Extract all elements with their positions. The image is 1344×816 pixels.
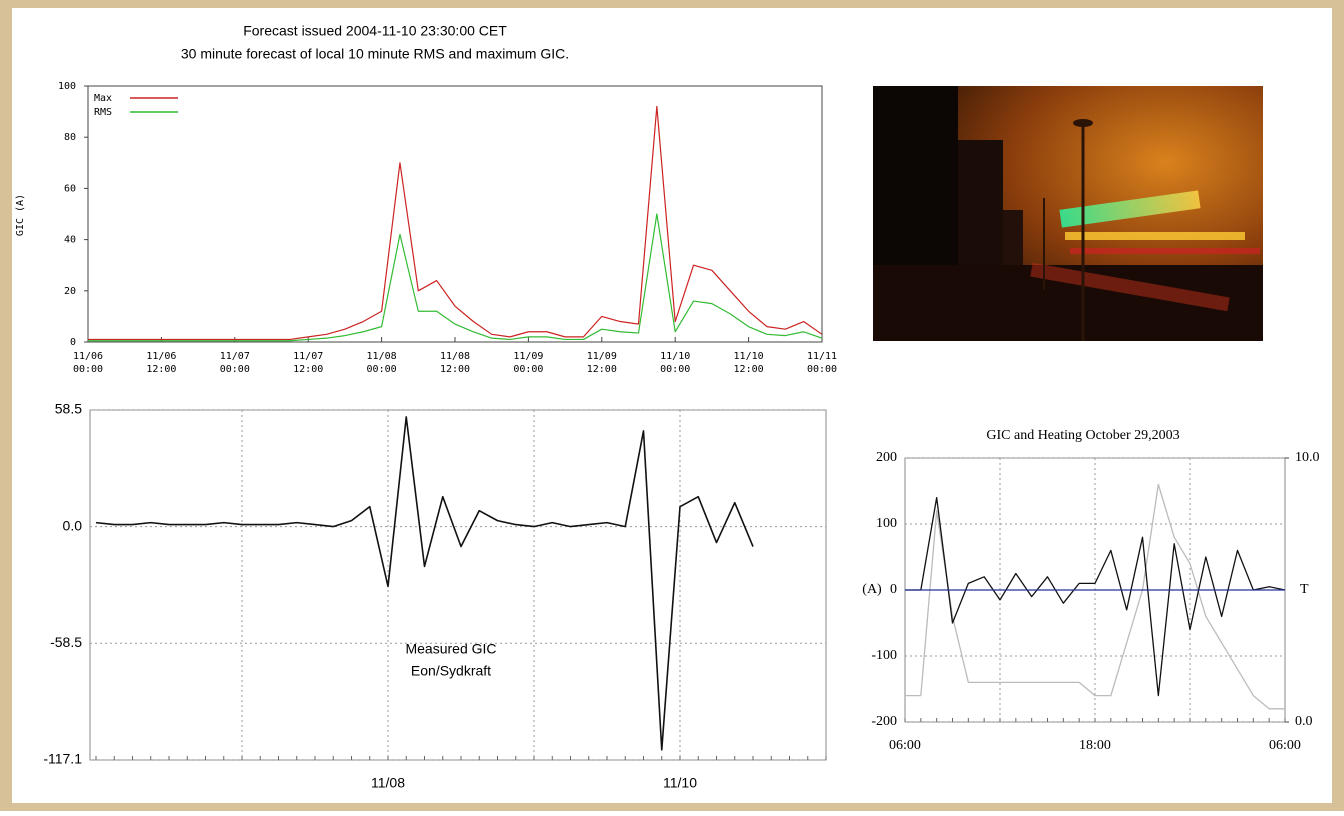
y-tick-label: 100 [58,81,76,92]
chart-title: Forecast issued 2004-11-10 23:30:00 CET [243,23,507,39]
y2-tick-label: 0.0 [1295,714,1313,729]
y-tick-label: -58.5 [50,634,82,650]
y2-tick-label: 10.0 [1295,450,1320,465]
legend-label: RMS [94,107,112,118]
y-tick-label: 80 [64,132,76,143]
chart-subtitle: 30 minute forecast of local 10 minute RM… [181,46,569,62]
y-tick-label: 20 [64,286,76,297]
y-tick-label: 0 [890,582,897,597]
x-tick-label: 11/10 [663,775,697,791]
legend-label: Max [94,93,112,104]
y-tick-label: 58.5 [55,401,82,417]
y-axis-label: GIC (A) [15,194,26,236]
slide: Forecast issued 2004-11-10 23:30:00 CET … [0,0,1344,811]
y-tick-label: 40 [64,235,76,246]
y-tick-label: 0.0 [63,517,83,533]
y-tick-label: -100 [871,648,897,663]
y-tick-label: 60 [64,183,76,194]
y-axis-label: (A) [862,582,882,597]
x-tick-label: 06:00 [889,738,921,753]
x-tick-label: 18:00 [1079,738,1111,753]
y2-axis-label: T [1300,582,1309,597]
annotation: Eon/Sydkraft [411,663,491,679]
page: Forecast issued 2004-11-10 23:30:00 CET … [0,0,1344,816]
y-tick-label: -117.1 [43,751,82,767]
y-tick-label: 100 [876,516,897,531]
chart-title: GIC and Heating October 29,2003 [986,428,1179,443]
y-tick-label: -200 [871,714,897,729]
y-tick-label: 200 [876,450,897,465]
photo [873,86,1263,341]
y-tick-label: 0 [70,337,76,348]
x-tick-label: 11/08 [371,775,405,791]
x-tick-label: 06:00 [1269,738,1301,753]
